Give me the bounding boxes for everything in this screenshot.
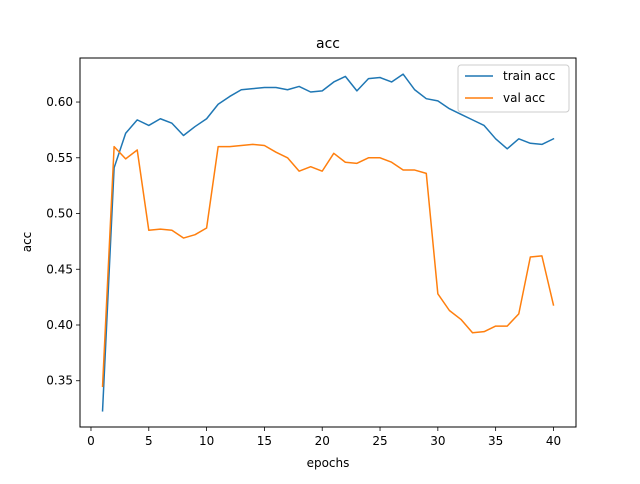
legend: train acc val acc [457, 64, 570, 113]
plot-frame [79, 57, 577, 428]
y-tick-label: 0.35 [46, 374, 73, 388]
y-tick-label: 0.40 [46, 318, 73, 332]
y-tick-label: 0.45 [46, 262, 73, 276]
legend-label-val-acc: val acc [503, 91, 545, 105]
x-tick-label: 35 [488, 434, 503, 448]
x-axis-label: epochs [307, 456, 350, 470]
series-line-val-acc [101, 143, 555, 388]
y-tick-label: 0.55 [46, 151, 73, 165]
legend-label-train-acc: train acc [503, 69, 555, 83]
x-tick-label: 40 [546, 434, 561, 448]
x-tick-label: 30 [430, 434, 445, 448]
x-tick-label: 0 [87, 434, 95, 448]
y-axis-label: acc [20, 232, 34, 253]
x-tick-label: 20 [315, 434, 330, 448]
lines-layer [101, 73, 555, 412]
x-tick-label: 25 [372, 434, 387, 448]
series-line-train-acc [101, 73, 555, 412]
y-tick-label: 0.50 [46, 207, 73, 221]
y-tick-label: 0.60 [46, 95, 73, 109]
x-tick-label: 15 [257, 434, 272, 448]
chart-title: acc [316, 36, 340, 52]
x-tick-label: 5 [145, 434, 153, 448]
x-tick-label: 10 [199, 434, 214, 448]
ticks-layer: 0 5 10 15 20 25 30 35 40 0.35 0.40 0.45 0.50 0.55 0.60 [46, 95, 561, 448]
